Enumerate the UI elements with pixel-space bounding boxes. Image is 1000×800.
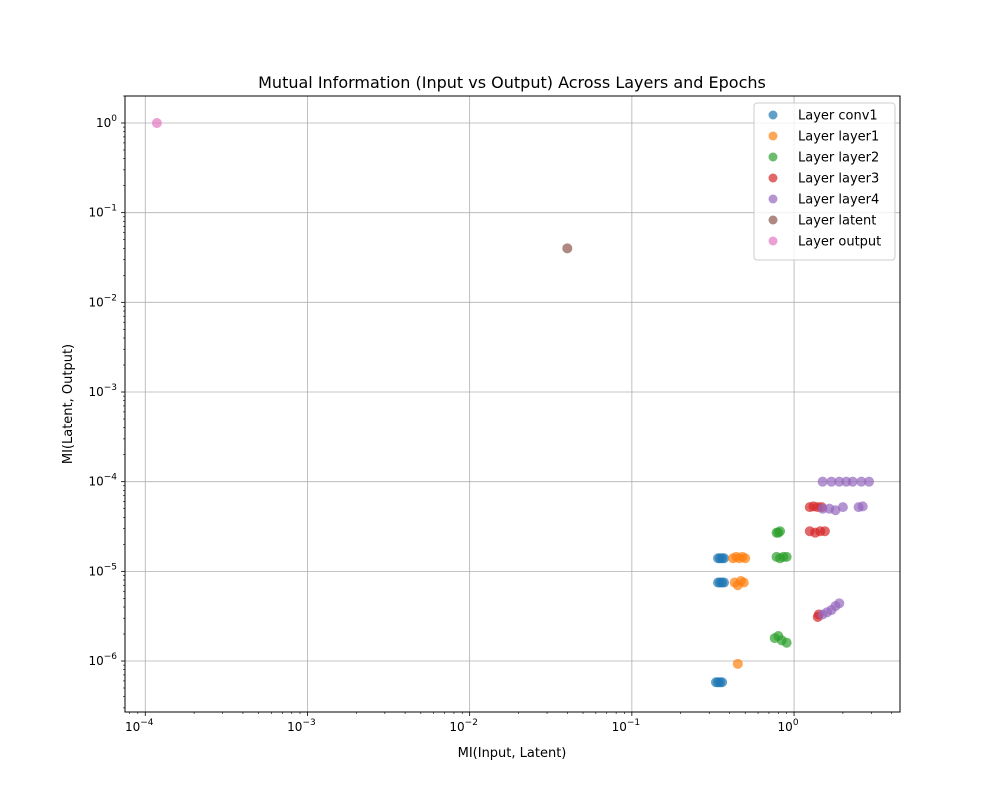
- data-point: [819, 526, 830, 537]
- y-axis-ticks: 10−6 10−5 10−4 10−3 10−2 10−1 100: [88, 95, 125, 709]
- y-tick-label: 10−1: [88, 204, 117, 220]
- series-layer-layer4: [817, 476, 875, 620]
- legend-box: [753, 102, 896, 261]
- legend-label: Layer latent: [798, 214, 876, 229]
- legend-marker: [768, 236, 778, 246]
- legend-marker: [768, 152, 778, 162]
- legend-marker: [768, 110, 778, 120]
- data-point: [717, 677, 728, 688]
- data-point: [856, 476, 867, 487]
- legend-label: Layer layer2: [798, 151, 879, 166]
- chart-title: Mutual Information (Input vs Output) Acr…: [258, 73, 766, 92]
- legend-label: Layer layer3: [798, 172, 879, 187]
- legend: Layer conv1 Layer layer1 Layer layer2 Layer…: [753, 102, 896, 261]
- data-point: [732, 658, 743, 669]
- data-point: [781, 551, 792, 562]
- data-point: [719, 553, 730, 564]
- data-point: [864, 476, 875, 487]
- series-layer-layer2: [769, 526, 792, 648]
- series-layer-layer1: [727, 551, 751, 669]
- plot-area-frame: [124, 95, 901, 713]
- data-point: [719, 577, 730, 588]
- series-layer-output: [151, 117, 162, 128]
- series-layer-conv1: [710, 553, 730, 688]
- y-tick-label: 10−6: [88, 652, 117, 668]
- legend-marker: [768, 173, 778, 183]
- data-point: [740, 553, 751, 564]
- legend-label: Layer conv1: [798, 109, 878, 124]
- legend-marker: [768, 194, 778, 204]
- data-point: [857, 501, 868, 512]
- x-tick-label: 10−3: [287, 718, 316, 734]
- data-point: [837, 502, 848, 513]
- x-tick-label: 10−1: [612, 718, 641, 734]
- y-tick-label: 10−5: [88, 562, 117, 578]
- data-point: [834, 476, 845, 487]
- data-point: [775, 526, 786, 537]
- data-point: [826, 476, 837, 487]
- legend-marker: [768, 215, 778, 225]
- data-points: [151, 117, 875, 688]
- x-tick-label: 10−2: [449, 718, 478, 734]
- y-tick-label: 100: [96, 114, 117, 130]
- x-axis-label: MI(Input, Latent): [458, 746, 567, 761]
- data-point: [562, 243, 573, 254]
- y-tick-label: 10−2: [88, 293, 117, 309]
- x-tick-label: 10−4: [125, 718, 154, 734]
- series-layer-latent: [562, 243, 573, 254]
- legend-marker: [768, 131, 778, 141]
- legend-label: Layer layer1: [798, 130, 879, 145]
- x-tick-label: 100: [778, 718, 799, 734]
- data-point: [738, 577, 749, 588]
- y-axis-label: MI(Latent, Output): [61, 344, 76, 464]
- x-axis-ticks: 10−4 10−3 10−2 10−1 100: [125, 712, 893, 734]
- data-point: [781, 637, 792, 648]
- data-point: [151, 117, 162, 128]
- data-point: [817, 476, 828, 487]
- data-point: [834, 598, 845, 609]
- data-point: [847, 476, 858, 487]
- y-tick-label: 10−3: [88, 383, 117, 399]
- y-tick-label: 10−4: [88, 473, 117, 489]
- legend-label: Layer layer4: [798, 193, 879, 208]
- legend-label: Layer output: [798, 235, 881, 250]
